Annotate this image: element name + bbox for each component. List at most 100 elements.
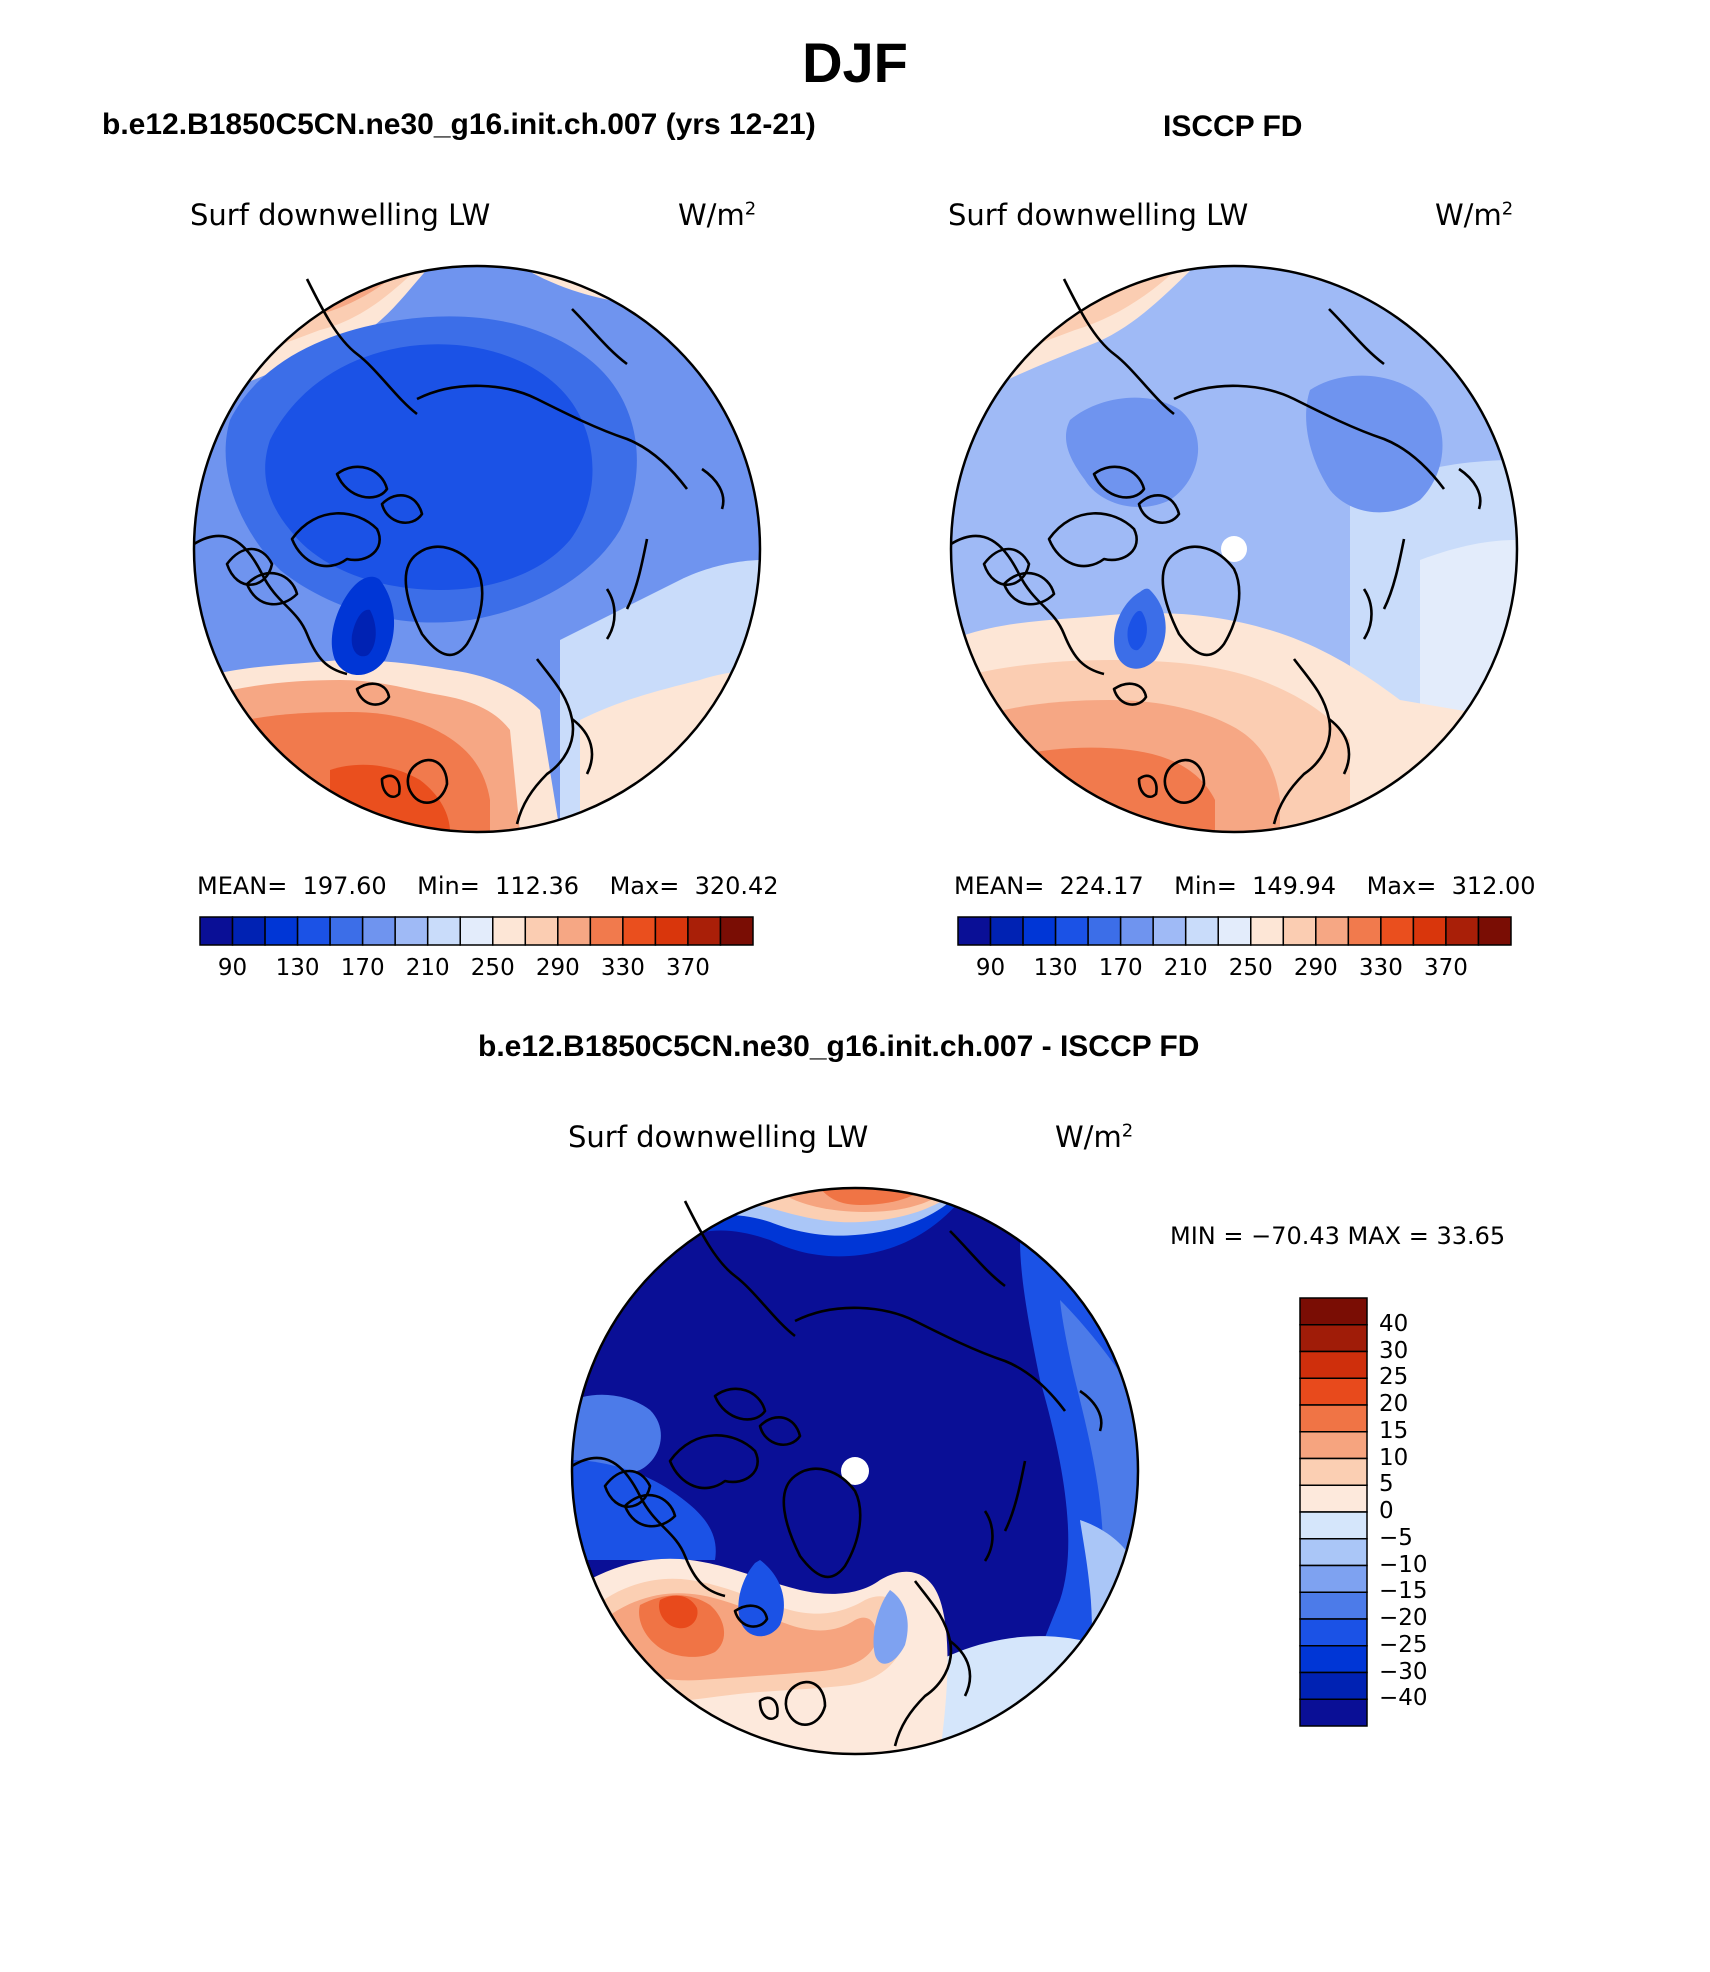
colorbar-tick-label: 5	[1379, 1471, 1394, 1498]
colorbar-swatch	[654, 916, 689, 946]
colorbar-swatch	[1282, 916, 1317, 946]
colorbar-tick-label: 30	[1379, 1337, 1409, 1364]
colorbar-swatch	[1299, 1698, 1368, 1727]
obs-max-value: 312.00	[1451, 872, 1536, 900]
model-panel-title: b.e12.B1850C5CN.ne30_g16.init.ch.007 (yr…	[102, 108, 816, 141]
colorbar-tick-label: 90	[217, 955, 248, 981]
obs-units-label: W/m2	[1435, 198, 1514, 232]
diff-colorbar	[1299, 1297, 1368, 1727]
colorbar-swatch	[394, 916, 429, 946]
diff-minmax: MIN = −70.43 MAX = 33.65	[1170, 1222, 1506, 1250]
colorbar-swatch	[524, 916, 559, 946]
colorbar-tick-label: 370	[665, 955, 710, 981]
colorbar-swatch	[589, 916, 624, 946]
colorbar-swatch	[1299, 1350, 1368, 1379]
colorbar-tick-label: 330	[600, 955, 645, 981]
colorbar-tick-label: −10	[1379, 1551, 1428, 1578]
colorbar-tick-label: 210	[405, 955, 450, 981]
colorbar-tick-label: 370	[1423, 955, 1468, 981]
model-map-border	[192, 264, 762, 834]
colorbar-swatch	[492, 916, 527, 946]
colorbar-swatch	[687, 916, 722, 946]
diff-map-border	[570, 1186, 1140, 1756]
colorbar-swatch	[1299, 1484, 1368, 1513]
obs-map-border	[949, 264, 1519, 834]
colorbar-tick-label: −30	[1379, 1658, 1428, 1685]
colorbar-swatch	[426, 916, 461, 946]
colorbar-tick-label: 250	[1228, 955, 1273, 981]
colorbar-swatch	[1477, 916, 1512, 946]
colorbar-tick-label: 170	[340, 955, 385, 981]
colorbar-tick-label: −5	[1379, 1524, 1413, 1551]
colorbar-swatch	[622, 916, 657, 946]
colorbar-tick-label: −40	[1379, 1685, 1428, 1712]
obs-map	[951, 266, 1517, 832]
colorbar-tick-label: 290	[1293, 955, 1338, 981]
colorbar-tick-label: 20	[1379, 1391, 1409, 1417]
colorbar-tick-label: 170	[1098, 955, 1143, 981]
figure-title: DJF	[802, 31, 908, 94]
colorbar-swatch	[1119, 916, 1154, 946]
colorbar-swatch	[199, 916, 234, 946]
colorbar-tick-label: 40	[1379, 1310, 1409, 1337]
diff-units-label: W/m2	[1055, 1120, 1134, 1154]
colorbar-swatch	[264, 916, 299, 946]
model-colorbar	[199, 916, 754, 946]
colorbar-swatch	[1299, 1511, 1368, 1540]
colorbar-swatch	[719, 916, 754, 946]
colorbar-tick-label: 25	[1379, 1364, 1409, 1391]
obs-mean-value: 224.17	[1059, 872, 1144, 900]
colorbar-swatch	[989, 916, 1024, 946]
colorbar-swatch	[1022, 916, 1057, 946]
colorbar-tick-label: −15	[1379, 1578, 1428, 1605]
colorbar-swatch	[1299, 1377, 1368, 1406]
colorbar-swatch	[1445, 916, 1480, 946]
colorbar-swatch	[1299, 1618, 1368, 1647]
colorbar-swatch	[1184, 916, 1219, 946]
colorbar-swatch	[231, 916, 266, 946]
colorbar-swatch	[1299, 1431, 1368, 1460]
colorbar-swatch	[459, 916, 494, 946]
colorbar-tick-label: 330	[1358, 955, 1403, 981]
colorbar-swatch	[1250, 916, 1285, 946]
colorbar-swatch	[1299, 1591, 1368, 1620]
colorbar-swatch	[329, 916, 364, 946]
diff-variable-label: Surf downwelling LW	[568, 1120, 869, 1154]
colorbar-swatch	[1299, 1457, 1368, 1486]
colorbar-tick-label: −20	[1379, 1605, 1428, 1631]
colorbar-tick-label: 15	[1379, 1417, 1409, 1444]
colorbar-swatch	[557, 916, 592, 946]
colorbar-swatch	[1054, 916, 1089, 946]
colorbar-tick-label: 250	[470, 955, 515, 981]
colorbar-swatch	[1299, 1324, 1368, 1353]
colorbar-swatch	[1299, 1297, 1368, 1326]
colorbar-tick-label: 290	[535, 955, 580, 981]
colorbar-swatch	[1217, 916, 1252, 946]
colorbar-tick-label: 90	[975, 955, 1006, 981]
model-max-value: 320.42	[694, 872, 779, 900]
colorbar-swatch	[1299, 1671, 1368, 1700]
colorbar-swatch	[1347, 916, 1382, 946]
obs-panel-title: ISCCP FD	[1163, 110, 1303, 143]
obs-stats: MEAN= 224.17 Min= 149.94 Max= 312.00	[954, 872, 1536, 900]
model-units-label: W/m2	[678, 198, 757, 232]
colorbar-swatch	[1087, 916, 1122, 946]
model-map	[194, 266, 760, 832]
colorbar-tick-label: −25	[1379, 1631, 1428, 1658]
model-variable-label: Surf downwelling LW	[190, 198, 491, 232]
colorbar-swatch	[1299, 1645, 1368, 1674]
colorbar-swatch	[957, 916, 992, 946]
diff-map	[572, 1188, 1138, 1754]
colorbar-swatch	[1315, 916, 1350, 946]
obs-variable-label: Surf downwelling LW	[948, 198, 1249, 232]
model-mean-value: 197.60	[302, 872, 387, 900]
colorbar-tick-label: 130	[275, 955, 320, 981]
colorbar-tick-label: 10	[1379, 1444, 1409, 1471]
model-stats: MEAN= 197.60 Min= 112.36 Max= 320.42	[197, 872, 779, 900]
obs-min-value: 149.94	[1252, 872, 1337, 900]
colorbar-swatch	[1152, 916, 1187, 946]
colorbar-tick-label: 130	[1033, 955, 1078, 981]
colorbar-swatch	[1412, 916, 1447, 946]
colorbar-tick-label: 210	[1163, 955, 1208, 981]
